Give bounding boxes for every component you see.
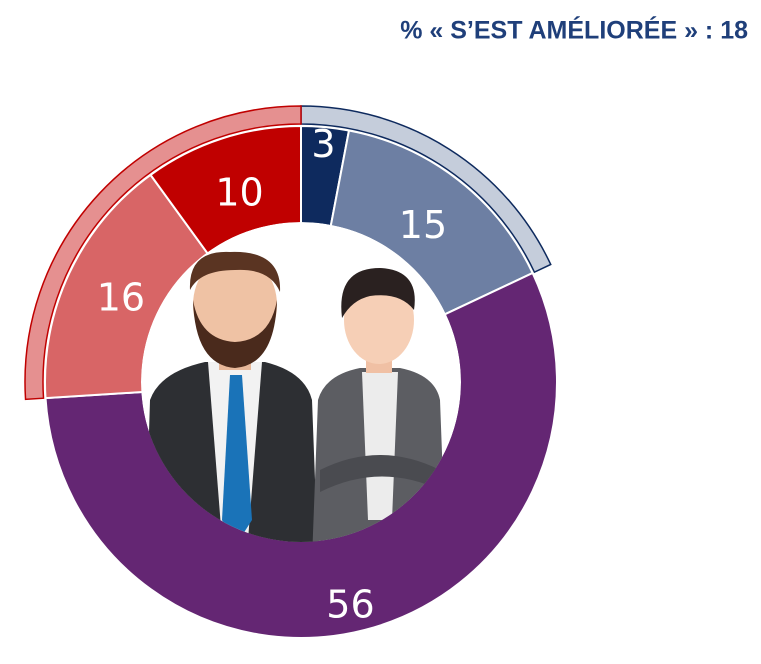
chart: % « S’EST AMÉLIORÉE » : 18 3 15 56 16 10 (0, 0, 761, 664)
woman-top (362, 372, 398, 520)
page: % « S’EST AMÉLIORÉE » : 18 315561610 (()… (0, 0, 761, 664)
value-label: 3 (311, 122, 335, 166)
chart-title: % « S’EST AMÉLIORÉE » : 18 (400, 16, 748, 45)
value-label: 16 (97, 275, 145, 319)
value-label: 56 (326, 583, 374, 627)
value-label: 15 (399, 203, 447, 247)
value-label: 10 (215, 171, 263, 215)
